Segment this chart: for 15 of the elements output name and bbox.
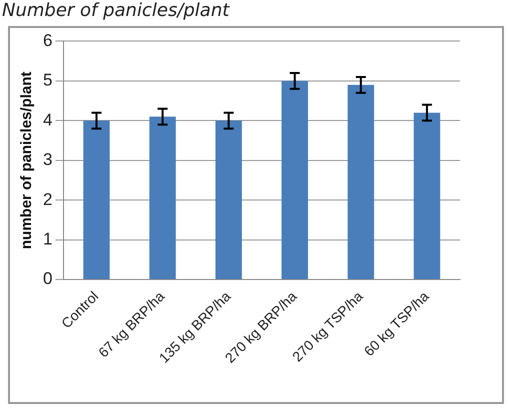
bar	[348, 84, 374, 280]
y-tick-label: 0	[42, 269, 52, 288]
y-tick-label: 1	[42, 229, 52, 248]
bar	[215, 120, 242, 280]
y-tick-label: 2	[42, 190, 52, 209]
y-tick-label: 4	[42, 110, 52, 130]
bar	[414, 112, 440, 280]
y-tick-label: 6	[42, 30, 52, 50]
bar	[282, 80, 308, 280]
chart-title: Number of panicles/plant	[2, 0, 230, 21]
y-axis-title: number of panicles/plant	[18, 72, 36, 250]
y-tick-label: 5	[42, 70, 52, 90]
bar	[149, 116, 176, 280]
y-tick-label: 3	[42, 150, 52, 170]
bar	[83, 120, 110, 280]
